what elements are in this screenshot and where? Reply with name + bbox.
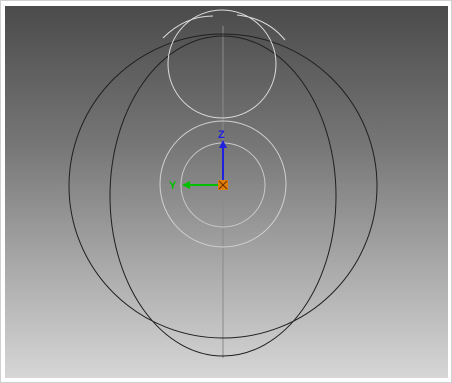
3d-viewport[interactable]: Z Y	[5, 6, 448, 378]
top-light-circle	[167, 9, 277, 119]
inner-meridian-outline	[109, 35, 337, 357]
y-axis-arrow-icon	[182, 181, 190, 189]
z-axis-label: Z	[218, 129, 225, 141]
origin-cross-b	[218, 180, 228, 190]
top-light-arc-left	[162, 15, 214, 39]
top-light-arc-right	[236, 14, 286, 41]
z-axis-arrow-icon	[219, 140, 227, 148]
outer-sphere-outline	[68, 33, 378, 339]
wireframe-scene: Z Y	[55, 9, 395, 358]
middle-light-circle	[159, 120, 287, 248]
axis-gizmo[interactable]: Z Y	[169, 129, 228, 192]
y-axis-label: Y	[169, 180, 177, 192]
